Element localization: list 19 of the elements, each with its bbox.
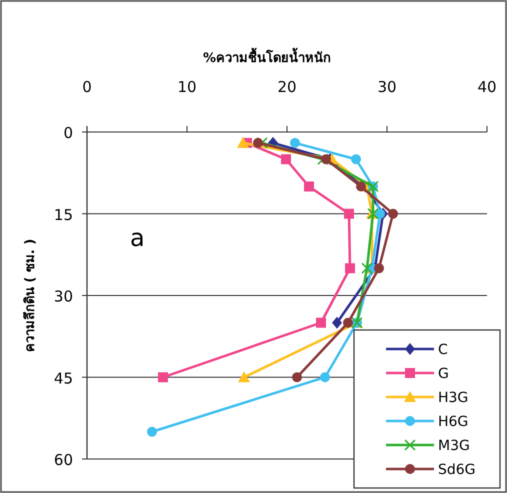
- y-tick-label: 30: [54, 288, 73, 306]
- x-tick-label: 30: [377, 78, 397, 96]
- legend-label: C: [438, 342, 448, 358]
- legend-label: H6G: [438, 414, 468, 430]
- x-tick-label: 10: [177, 78, 197, 96]
- legend-label: Sd6G: [438, 462, 476, 478]
- y-tick-label: 15: [54, 206, 73, 224]
- legend-label: H3G: [438, 390, 468, 406]
- x-tick-label: 20: [277, 78, 297, 96]
- x-tick-label: 40: [477, 78, 497, 96]
- y-axis-title: ความลึกดิน ( ซม. ): [22, 238, 38, 352]
- y-tick-label: 45: [54, 369, 73, 388]
- legend-label: G: [438, 366, 449, 382]
- y-tick-label: 60: [54, 451, 73, 469]
- x-axis-title: %ความชื้นโดยน้ำหนัก: [202, 47, 332, 66]
- x-tick-label: 0: [82, 78, 92, 96]
- annotation: a: [130, 224, 145, 252]
- y-tick-label: 0: [63, 124, 73, 142]
- legend-label: M3G: [438, 438, 470, 454]
